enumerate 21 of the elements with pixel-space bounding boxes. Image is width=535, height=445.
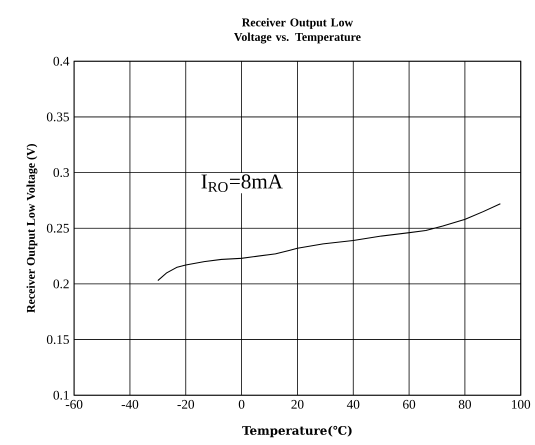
- y-axis-title: Receiver Output Low Voltage (V): [26, 144, 38, 313]
- x-tick-label: 0: [238, 400, 244, 409]
- x-tick-label: 100: [512, 400, 530, 409]
- chart-title: Receiver Output Low Voltage vs. Temperature: [234, 18, 361, 44]
- y-tick-label: 0.2: [53, 280, 69, 289]
- y-tick-label: 0.25: [46, 224, 69, 233]
- x-tick-label: -20: [177, 400, 194, 409]
- y-tick-label: 0.4: [53, 56, 70, 66]
- annotation: I$_{RO}$=8mA: [202, 174, 283, 192]
- x-tick-label: -40: [122, 400, 138, 409]
- x-tick-label: 20: [291, 400, 304, 409]
- y-tick-label: 0.3: [53, 168, 69, 178]
- y-tick-label: 0.15: [46, 335, 69, 344]
- y-tick-label: 0.35: [46, 112, 69, 122]
- x-tick-label: 80: [458, 400, 471, 409]
- x-tick-label: 40: [346, 400, 360, 409]
- x-tick-label: -60: [66, 400, 82, 409]
- x-axis-title: Temperature(℃): [242, 426, 352, 438]
- y-tick-label: 0.1: [53, 390, 69, 400]
- x-tick-label: 60: [403, 400, 416, 409]
- line-series: [157, 203, 501, 282]
